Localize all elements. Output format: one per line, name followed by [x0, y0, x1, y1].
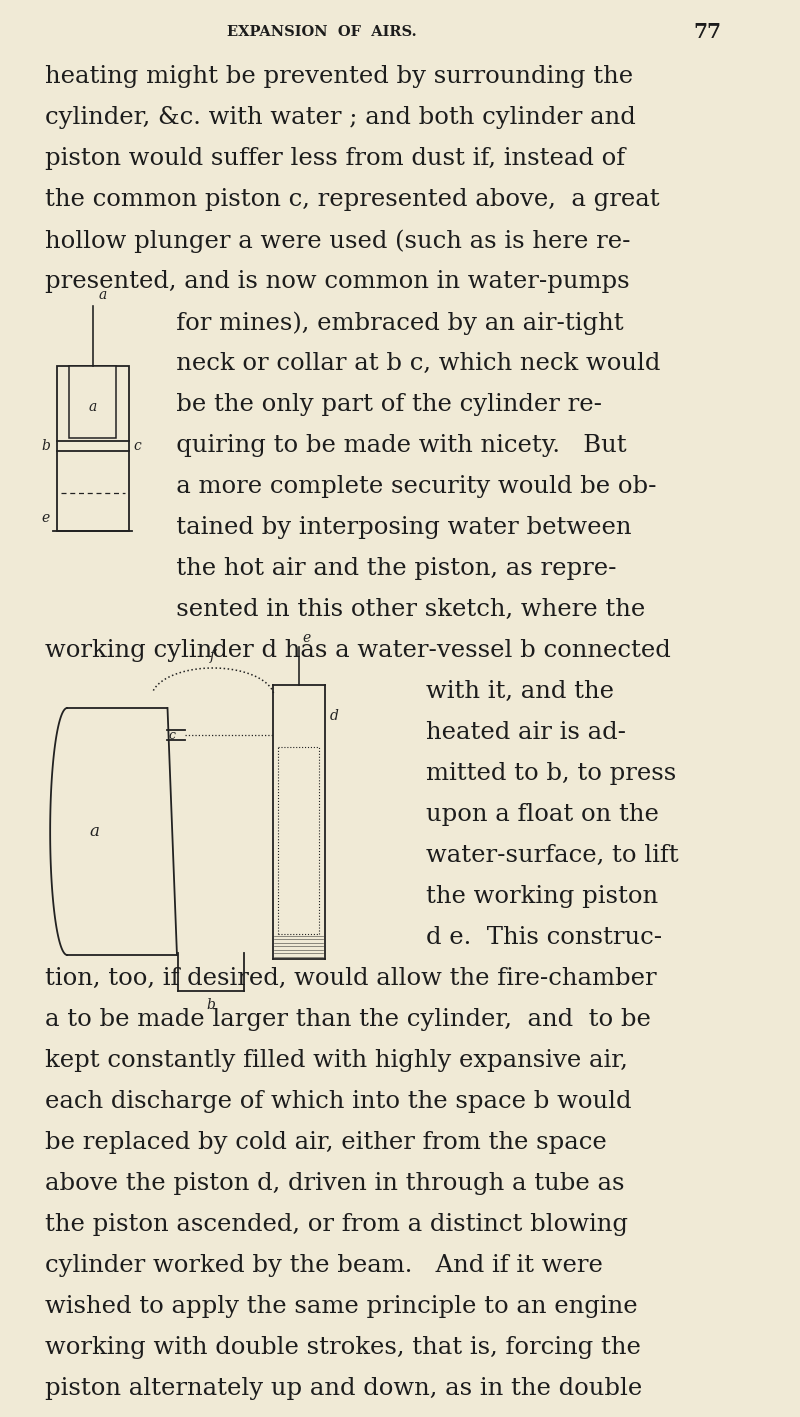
Text: hollow plunger a were used (such as is here re-: hollow plunger a were used (such as is h… — [46, 230, 631, 252]
Text: b: b — [42, 439, 50, 453]
Text: e: e — [302, 631, 310, 645]
Text: tion, too, if desired, would allow the fire-chamber: tion, too, if desired, would allow the f… — [46, 966, 657, 990]
Text: cylinder, &c. with water ; and both cylinder and: cylinder, &c. with water ; and both cyli… — [46, 106, 636, 129]
Text: d e.  This construc-: d e. This construc- — [426, 925, 662, 949]
Text: wished to apply the same principle to an engine: wished to apply the same principle to an… — [46, 1295, 638, 1318]
Text: the working piston: the working piston — [426, 886, 658, 908]
Text: f: f — [210, 649, 215, 663]
Text: working cylinder d has a water-vessel b connected: working cylinder d has a water-vessel b … — [46, 639, 671, 662]
Text: the piston ascended, or from a distinct blowing: the piston ascended, or from a distinct … — [46, 1213, 629, 1236]
Text: neck or collar at b c, which neck would: neck or collar at b c, which neck would — [154, 351, 661, 376]
Text: a: a — [90, 823, 99, 840]
Text: c: c — [169, 728, 175, 741]
Text: kept constantly filled with highly expansive air,: kept constantly filled with highly expan… — [46, 1049, 628, 1073]
Text: heated air is ad-: heated air is ad- — [426, 721, 626, 744]
Text: quiring to be made with nicety.   But: quiring to be made with nicety. But — [154, 434, 627, 458]
Text: the hot air and the piston, as repre-: the hot air and the piston, as repre- — [154, 557, 617, 580]
Text: each discharge of which into the space b would: each discharge of which into the space b… — [46, 1090, 632, 1112]
Text: EXPANSION  OF  AIRS.: EXPANSION OF AIRS. — [227, 26, 417, 40]
Bar — [57, 366, 129, 531]
Text: d: d — [330, 708, 338, 723]
Text: sented in this other sketch, where the: sented in this other sketch, where the — [154, 598, 646, 621]
Text: a to be made larger than the cylinder,  and  to be: a to be made larger than the cylinder, a… — [46, 1007, 651, 1032]
Text: upon a float on the: upon a float on the — [426, 803, 658, 826]
Text: cylinder worked by the beam.   And if it were: cylinder worked by the beam. And if it w… — [46, 1254, 603, 1277]
Text: the common piston c, represented above,  a great: the common piston c, represented above, … — [46, 188, 660, 211]
Text: a: a — [89, 400, 97, 414]
Text: presented, and is now common in water-pumps: presented, and is now common in water-pu… — [46, 271, 630, 293]
Text: c: c — [134, 439, 141, 453]
Text: for mines), embraced by an air-tight: for mines), embraced by an air-tight — [154, 310, 624, 334]
Text: water-surface, to lift: water-surface, to lift — [426, 845, 678, 867]
Text: be replaced by cold air, either from the space: be replaced by cold air, either from the… — [46, 1131, 607, 1153]
Text: piston alternately up and down, as in the double: piston alternately up and down, as in th… — [46, 1377, 642, 1400]
Text: piston would suffer less from dust if, instead of: piston would suffer less from dust if, i… — [46, 147, 626, 170]
Text: mitted to b, to press: mitted to b, to press — [426, 762, 676, 785]
Text: heating might be prevented by surrounding the: heating might be prevented by surroundin… — [46, 65, 634, 88]
Text: a: a — [98, 288, 106, 302]
Text: e: e — [42, 512, 50, 526]
Text: above the piston d, driven in through a tube as: above the piston d, driven in through a … — [46, 1172, 625, 1195]
Text: working with double strokes, that is, forcing the: working with double strokes, that is, fo… — [46, 1336, 642, 1359]
Text: a more complete security would be ob-: a more complete security would be ob- — [154, 475, 657, 497]
Bar — [69, 366, 116, 438]
Text: b: b — [206, 998, 215, 1012]
Text: be the only part of the cylinder re-: be the only part of the cylinder re- — [154, 393, 602, 417]
Text: with it, and the: with it, and the — [426, 680, 614, 703]
Text: 77: 77 — [693, 23, 721, 43]
Text: tained by interposing water between: tained by interposing water between — [154, 516, 632, 538]
